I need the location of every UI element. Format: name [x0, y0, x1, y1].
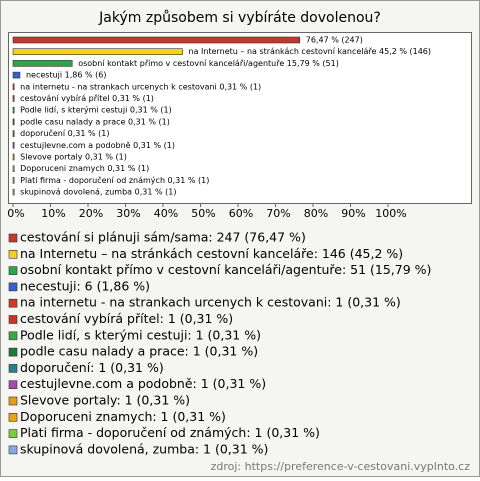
legend-label: doporučení: 1 (0,31 %) — [20, 360, 164, 375]
legend-swatch — [8, 250, 18, 259]
bar — [12, 118, 15, 126]
legend-label: na Internetu – na stránkách cestovní kan… — [20, 246, 403, 261]
bar — [12, 153, 15, 161]
legend-swatch — [8, 331, 18, 341]
legend-swatch — [8, 396, 18, 406]
bar-label: necestuji 1,86 % (6) — [26, 71, 107, 80]
bar-label: 76,47 % (247) — [306, 36, 363, 45]
x-tick-label: 30% — [116, 207, 140, 220]
legend-label: podle casu nalady a prace: 1 (0,31 %) — [20, 344, 258, 359]
legend-label: Podle lidí, s kterými cestuji: 1 (0,31 %… — [20, 327, 261, 342]
legend-label: cestování vybírá přítel: 1 (0,31 %) — [20, 311, 233, 326]
legend-label: Plati firma - doporučení od známých: 1 (… — [20, 425, 320, 440]
bar-label: doporučení 0,31 % (1) — [20, 128, 109, 138]
legend-label: na internetu - na strankach urcenych k c… — [20, 295, 401, 310]
legend-swatch — [8, 429, 18, 438]
x-tick-label: 90% — [341, 207, 365, 220]
bar — [12, 165, 15, 172]
bar-label: na Internetu – na stránkách cestovní kan… — [189, 47, 432, 56]
legend-swatch — [8, 412, 18, 422]
legend-label: skupinová dovolená, zumba: 1 (0,31 %) — [20, 441, 268, 456]
bar — [12, 95, 15, 102]
legend-label: cestování si plánuji sám/sama: 247 (76,4… — [20, 230, 306, 245]
x-tick-label: 80% — [304, 207, 328, 220]
bar-label: Slevove portaly 0,31 % (1) — [20, 153, 127, 162]
source: zdroj: https://preference-v-cestovani.vy… — [211, 460, 471, 473]
bar — [12, 60, 73, 67]
legend-label: Slevove portaly: 1 (0,31 %) — [20, 393, 190, 408]
bar — [12, 36, 301, 44]
bar — [12, 130, 15, 137]
legend-label: Doporuceni znamych: 1 (0,31 %) — [20, 409, 226, 424]
legend-swatch — [8, 445, 18, 455]
legend-swatch — [8, 233, 18, 243]
x-tick-label: 60% — [229, 207, 253, 220]
bar-label: cestujlevne.com a podobně 0,31 % (1) — [20, 141, 175, 150]
x-tick-label: 70% — [266, 207, 290, 220]
bar — [12, 71, 21, 79]
x-tick-label: 20% — [79, 207, 103, 220]
legend-label: cestujlevne.com a podobně: 1 (0,31 %) — [20, 376, 266, 391]
bar-label: Podle lidí, s kterými cestuji 0,31 % (1) — [20, 106, 172, 115]
bar — [12, 48, 183, 56]
legend-swatch — [8, 315, 18, 324]
legend-swatch — [8, 266, 18, 275]
bar-label: cestování vybírá přítel 0,31 % (1) — [20, 94, 154, 103]
bar — [12, 142, 15, 149]
bar-label: na internetu - na strankach urcenych k c… — [20, 82, 261, 91]
legend-swatch — [8, 364, 18, 373]
bar — [12, 177, 15, 184]
legend-label: osobní kontakt přímo v cestovní kancelář… — [20, 262, 431, 277]
bar-label: osobní kontakt přímo v cestovní kancelář… — [78, 59, 339, 68]
legend-swatch — [8, 380, 18, 390]
bar — [12, 83, 15, 91]
x-tick-label: 100% — [375, 207, 406, 220]
legend-swatch — [8, 347, 18, 357]
bar — [12, 106, 15, 114]
legend-label: necestuji: 6 (1,86 %) — [20, 278, 150, 293]
x-tick-label: 0% — [7, 207, 24, 220]
chart-title: Jakým způsobem si vybíráte dovolenou? — [98, 10, 381, 26]
legend-swatch — [8, 298, 18, 308]
x-tick-label: 10% — [41, 207, 65, 220]
bar-label: Plati firma - doporučení od známých 0,31… — [20, 175, 209, 185]
x-tick-label: 50% — [191, 207, 215, 220]
plot-area — [8, 32, 472, 204]
bar-label: skupinová dovolená, zumba 0,31 % (1) — [20, 188, 176, 197]
bar — [12, 188, 15, 196]
bar-label: podle casu nalady a prace 0,31 % (1) — [20, 117, 170, 126]
legend-swatch — [8, 282, 18, 292]
x-tick-label: 40% — [154, 207, 178, 220]
bar-label: Doporuceni znamych 0,31 % (1) — [20, 164, 149, 173]
